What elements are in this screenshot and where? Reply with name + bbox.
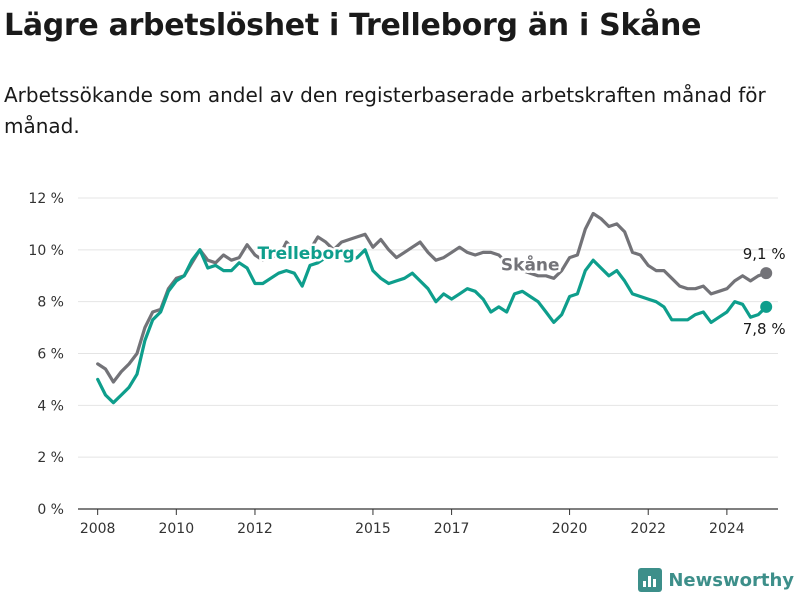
y-tick-label: 8 % [37,295,64,311]
end-point-trelleborg [760,300,773,313]
x-tick-label: 2022 [630,521,666,537]
x-tick-label: 2010 [158,521,194,537]
series-line-skane [96,211,768,384]
x-tick-label: 2012 [237,521,273,537]
y-tick-label: 12 % [28,191,64,207]
y-tick-label: 4 % [37,398,64,414]
page-title: Lägre arbetslöshet i Trelleborg än i Skå… [4,8,702,43]
brand-name: Newsworthy [668,569,794,591]
series-label-skane: Skåne [501,254,560,276]
newsworthy-logo: Newsworthy [638,568,794,592]
newsworthy-logo-icon [638,568,663,592]
series-lines [96,211,773,405]
series-line-trelleborg [96,248,768,405]
y-tick-label: 0 % [37,502,64,518]
x-tick-label: 2017 [434,521,470,537]
series-label-trelleborg: Trelleborg [257,244,354,264]
x-tick-label: 2008 [80,521,116,537]
axes: 0 % 2 % 4 % 6 % 8 % 10 % 12 % 2008 2010 2012 2015 2… [28,191,744,537]
y-tick-label: 6 % [37,347,64,363]
series-labels: Trelleborg Skåne 9,1 % 7,8 % [255,241,786,338]
x-tick-label: 2024 [709,521,745,537]
end-label-skane: 9,1 % [743,245,786,263]
x-tick-label: 2015 [355,521,391,537]
y-tick-label: 2 % [37,450,64,466]
end-label-trelleborg: 7,8 % [743,320,786,338]
y-tick-label: 10 % [28,243,64,259]
chart-subtitle: Arbetssökande som andel av den registerb… [4,83,766,138]
grid-lines [78,197,778,510]
end-point-skane [760,267,773,280]
x-tick-label: 2020 [552,521,588,537]
